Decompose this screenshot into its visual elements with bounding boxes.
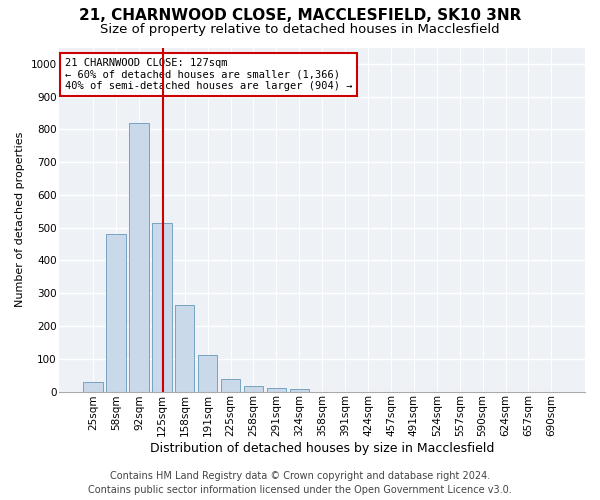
Text: Size of property relative to detached houses in Macclesfield: Size of property relative to detached ho… [100, 22, 500, 36]
Bar [83, 382, 103, 392]
Bar [221, 379, 241, 392]
Bar [266, 388, 286, 392]
Text: 21, CHARNWOOD CLOSE, MACCLESFIELD, SK10 3NR: 21, CHARNWOOD CLOSE, MACCLESFIELD, SK10 … [79, 8, 521, 22]
Bar [290, 389, 309, 392]
Bar [198, 356, 217, 392]
Y-axis label: Number of detached properties: Number of detached properties [15, 132, 25, 307]
Bar [106, 234, 126, 392]
Text: Contains HM Land Registry data © Crown copyright and database right 2024.
Contai: Contains HM Land Registry data © Crown c… [88, 471, 512, 495]
Text: 21 CHARNWOOD CLOSE: 127sqm
← 60% of detached houses are smaller (1,366)
40% of s: 21 CHARNWOOD CLOSE: 127sqm ← 60% of deta… [65, 58, 352, 91]
X-axis label: Distribution of detached houses by size in Macclesfield: Distribution of detached houses by size … [150, 442, 494, 455]
Bar [175, 304, 194, 392]
Bar [152, 223, 172, 392]
Bar [129, 123, 149, 392]
Bar [244, 386, 263, 392]
